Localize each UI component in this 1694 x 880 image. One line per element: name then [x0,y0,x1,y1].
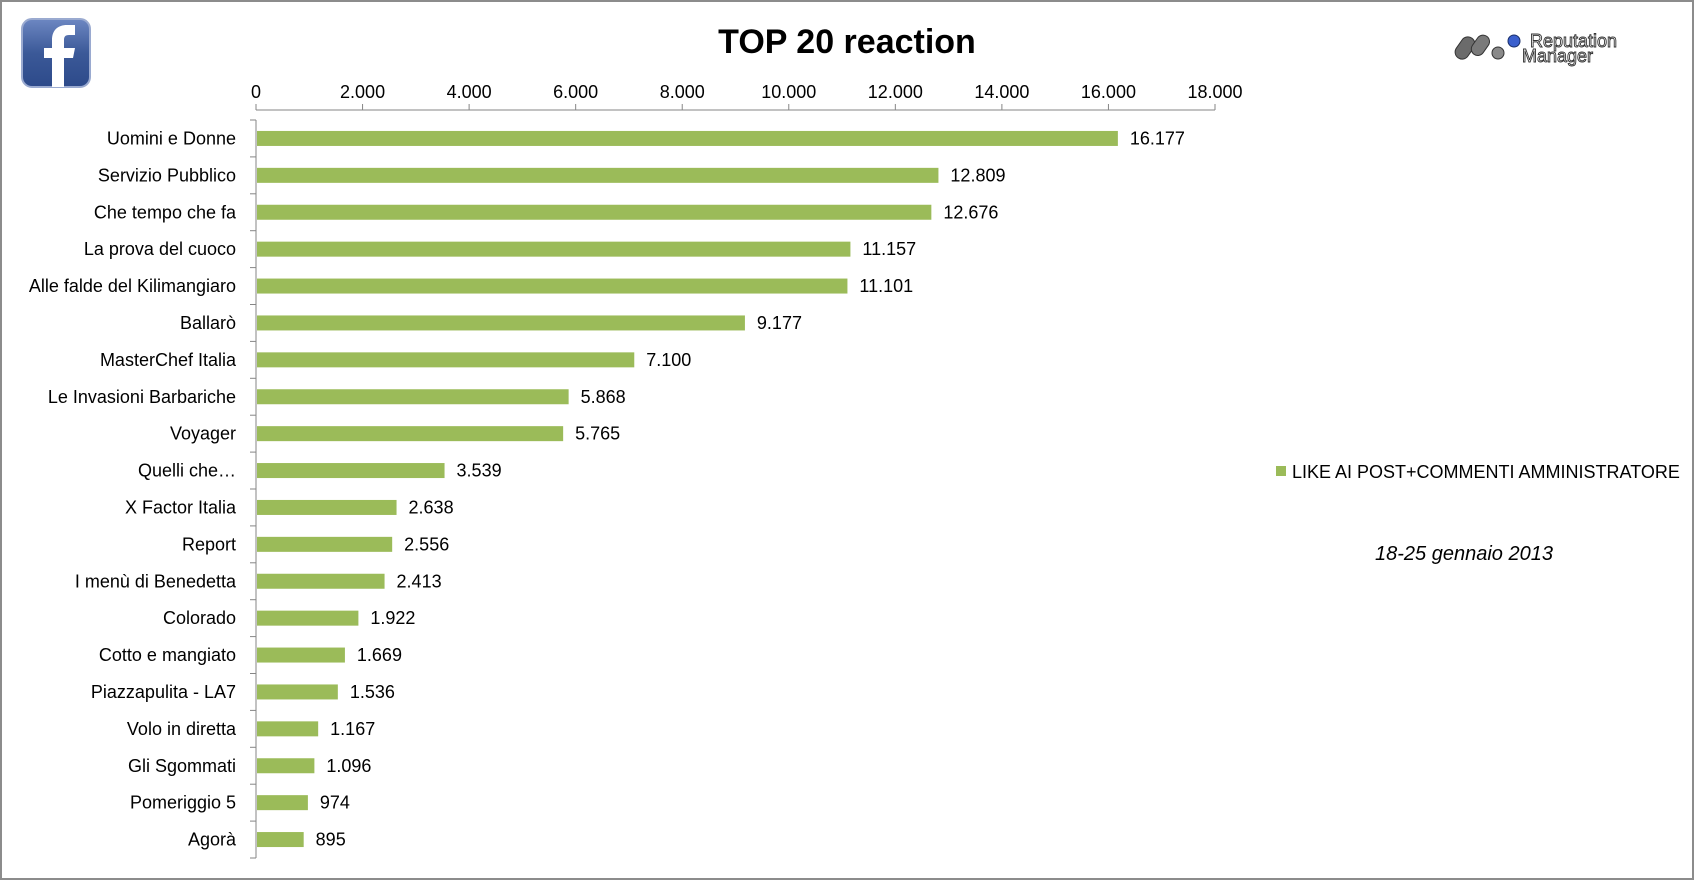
data-label: 1.669 [357,645,402,665]
category-label: MasterChef Italia [100,350,237,370]
data-label: 12.809 [950,165,1005,185]
brand-line-2: Manager [1522,46,1593,66]
x-tick-label: 14.000 [974,82,1029,102]
x-tick-label: 2.000 [340,82,385,102]
category-label: I menù di Benedetta [75,571,237,591]
category-label: Uomini e Donne [107,128,236,148]
x-tick-label: 18.000 [1187,82,1242,102]
date-note: 18-25 gennaio 2013 [1375,543,1553,565]
x-tick-label: 4.000 [447,82,492,102]
facebook-icon [21,18,91,88]
category-label: X Factor Italia [125,497,237,517]
x-tick-label: 12.000 [868,82,923,102]
reputation-manager-icon [1454,34,1521,60]
chart-title: TOP 20 reaction [718,23,976,61]
bar [257,241,851,257]
category-label: Piazzapulita - LA7 [91,682,236,702]
bar [257,167,939,183]
brand-line-1: Reputation [1530,31,1617,51]
category-label: Servizio Pubblico [98,165,236,185]
data-label: 2.638 [409,497,454,517]
x-tick-label: 0 [251,82,261,102]
category-label: Gli Sgommati [128,756,236,776]
bar [257,721,319,737]
category-label: Report [182,534,236,554]
category-label: Volo in diretta [127,719,237,739]
data-label: 9.177 [757,313,802,333]
data-label: 2.556 [404,534,449,554]
legend: LIKE AI POST+COMMENTI AMMINISTRATORE [1276,462,1680,482]
data-label: 7.100 [646,350,691,370]
bar [257,278,848,294]
legend-entry: LIKE AI POST+COMMENTI AMMINISTRATORE [1292,462,1680,482]
x-tick-label: 6.000 [553,82,598,102]
data-label: 1.096 [326,756,371,776]
bar [257,426,564,442]
bar [257,758,315,774]
bar [257,832,304,848]
category-label: Voyager [170,424,236,444]
bar [257,389,569,405]
bar [257,315,745,331]
data-label: 1.167 [330,719,375,739]
bar [257,573,385,589]
bar [257,204,932,220]
data-label: 1.922 [370,608,415,628]
data-label: 5.868 [581,387,626,407]
y-axis: Uomini e Donne Servizio Pubblico Che tempo… [29,119,257,859]
data-label: 2.413 [397,571,442,591]
reputation-manager-logo: Reputation Manager [1454,31,1618,66]
bar [257,130,1118,146]
legend-swatch [1276,466,1286,476]
bar [257,536,393,552]
category-label: Pomeriggio 5 [130,793,236,813]
data-label: 11.101 [859,276,913,296]
category-label: Cotto e mangiato [99,645,236,665]
x-tick-label: 10.000 [761,82,816,102]
data-label: 974 [320,793,350,813]
x-tick-label: 16.000 [1081,82,1136,102]
data-label: 12.676 [943,202,998,222]
data-label: 16.177 [1130,128,1185,148]
bar [257,795,308,811]
data-label: 3.539 [457,461,502,481]
data-label: 5.765 [575,424,620,444]
category-label: Agorà [188,830,237,850]
category-label: Le Invasioni Barbariche [48,387,236,407]
data-label: 895 [316,830,346,850]
bar [257,499,397,515]
x-tick-label: 8.000 [660,82,705,102]
category-label: Colorado [163,608,236,628]
bar [257,610,359,626]
bar-series: 16.177 12.809 12.676 11.157 11.101 9.177 7.100… [257,128,1185,850]
bar [257,352,635,368]
category-label: Ballarò [180,313,236,333]
bar [257,647,345,663]
category-label: Alle falde del Kilimangiaro [29,276,236,296]
x-axis: 0 2.000 4.000 6.000 8.000 10.000 12.000 14.000 1… [251,82,1243,111]
bar [257,684,338,700]
category-label: La prova del cuoco [84,239,236,259]
category-label: Che tempo che fa [94,202,237,222]
bar [257,463,445,479]
data-label: 11.157 [862,239,916,259]
data-label: 1.536 [350,682,395,702]
category-label: Quelli che… [138,461,236,481]
